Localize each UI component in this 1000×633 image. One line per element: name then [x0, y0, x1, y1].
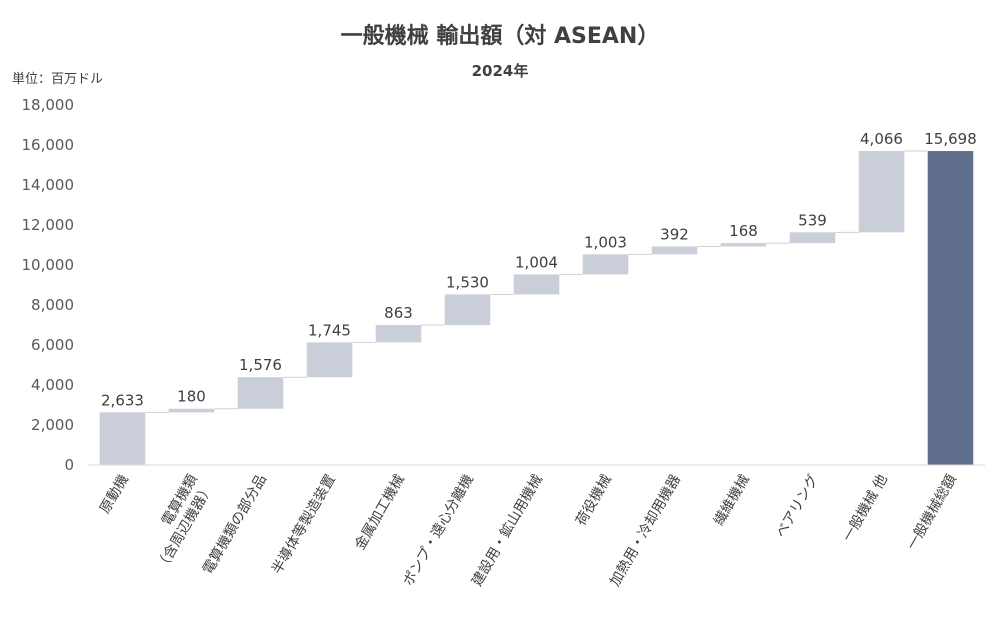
chart-title: 一般機械 輸出額（対 ASEAN） — [340, 24, 660, 49]
data-label: 15,698 — [924, 130, 977, 148]
data-labels: 2,633 180 1,576 1,745 863 1,530 1,004 1,003 392 1… — [101, 130, 977, 409]
x-tick-label: 電算機類（含周辺機器） — [138, 472, 216, 574]
x-tick-label: ポンプ・遠心分離機 — [399, 472, 477, 589]
x-tick-label: 建設用・鉱山用機械 — [468, 472, 546, 590]
increment-bar — [375, 325, 422, 343]
data-label: 863 — [384, 304, 413, 322]
data-label: 539 — [798, 211, 827, 229]
increment-bar — [99, 412, 146, 465]
connector-lines — [145, 150, 928, 413]
increment-bar — [651, 246, 698, 255]
data-label: 4,066 — [860, 130, 903, 148]
x-tick-label: 一般機械総額 — [904, 472, 960, 553]
data-label: 1,004 — [515, 253, 558, 271]
unit-label: 単位：百万ドル — [12, 72, 104, 87]
x-tick-label: 加熱用・冷却用機器 — [607, 472, 684, 589]
x-tick-label: 一般機械 他 — [840, 472, 891, 544]
increment-bar — [720, 243, 767, 247]
total-bar — [927, 151, 974, 466]
y-tick-label: 14,000 — [22, 176, 75, 194]
chart-subtitle: 2024年 — [471, 62, 529, 80]
data-label: 180 — [177, 388, 206, 406]
increment-bar — [789, 232, 836, 244]
y-tick-label: 2,000 — [31, 416, 74, 434]
data-label: 2,633 — [101, 391, 144, 409]
y-tick-label: 4,000 — [31, 376, 74, 394]
data-label: 168 — [729, 222, 758, 240]
y-tick-label: 0 — [64, 456, 74, 474]
y-tick-label: 10,000 — [22, 256, 75, 274]
increment-bar — [444, 294, 491, 326]
x-tick-label: 金属加工機械 — [352, 472, 408, 553]
increment-bar — [513, 274, 560, 295]
x-tick-label: 荷役機械 — [573, 472, 615, 528]
increment-bar — [237, 377, 284, 409]
increment-bar — [168, 408, 215, 413]
increment-bar — [306, 342, 353, 378]
y-tick-label: 8,000 — [31, 296, 74, 314]
data-label: 1,530 — [446, 273, 489, 291]
x-tick-label: ベアリング — [773, 472, 822, 541]
data-label: 1,003 — [584, 233, 627, 251]
x-tick-label: 繊維機械 — [711, 472, 753, 528]
bars — [99, 151, 974, 466]
x-axis-labels: 原動機 電算機類（含周辺機器）電算機類の部分品 半導体等製造装置 金属加工機械ポンプ・… — [97, 472, 960, 590]
data-label: 392 — [660, 225, 689, 243]
data-label: 1,745 — [308, 321, 351, 339]
data-label: 1,576 — [239, 356, 282, 374]
y-tick-label: 16,000 — [22, 136, 75, 154]
y-axis: 0 2,000 4,000 6,000 8,000 10,000 12,000 14,000 1… — [22, 96, 75, 474]
increment-bar — [582, 254, 629, 275]
increment-bar — [858, 151, 905, 233]
y-tick-label: 12,000 — [22, 216, 75, 234]
x-tick-label: 半導体等製造装置 — [268, 472, 339, 577]
y-tick-label: 18,000 — [22, 96, 75, 114]
y-tick-label: 6,000 — [31, 336, 74, 354]
x-tick-label: 原動機 — [97, 472, 132, 516]
